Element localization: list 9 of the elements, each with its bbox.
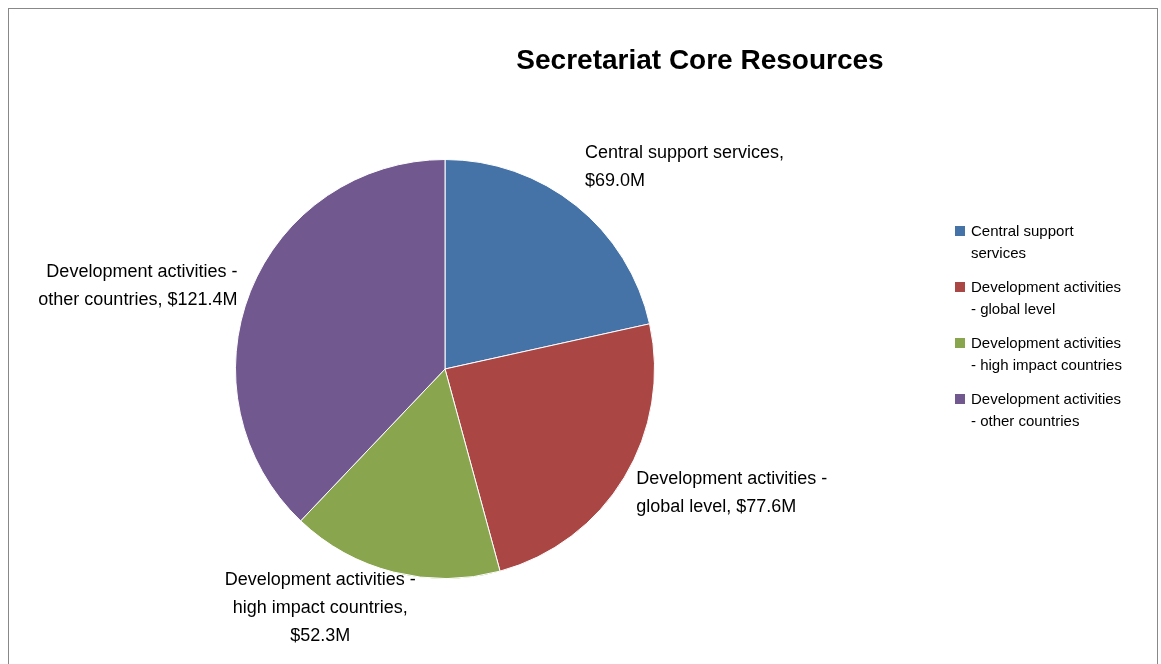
data-label: Development activities - global level, $77.6M <box>636 467 828 516</box>
legend-label: Development activities - high impact countries <box>971 333 1123 375</box>
legend-label: Central support services <box>971 221 1075 263</box>
legend-label: Development activities - other countries <box>971 389 1123 431</box>
data-label: Development activities - other countries, $121.4M <box>38 261 238 310</box>
data-label: Central support services, $69.0M <box>584 141 785 190</box>
data-label: Development activities - high impact countries, $52.3M <box>224 568 416 645</box>
legend-label: Development activities - global level <box>971 277 1123 319</box>
chart-title: Secretariat Core Resources <box>515 44 885 76</box>
